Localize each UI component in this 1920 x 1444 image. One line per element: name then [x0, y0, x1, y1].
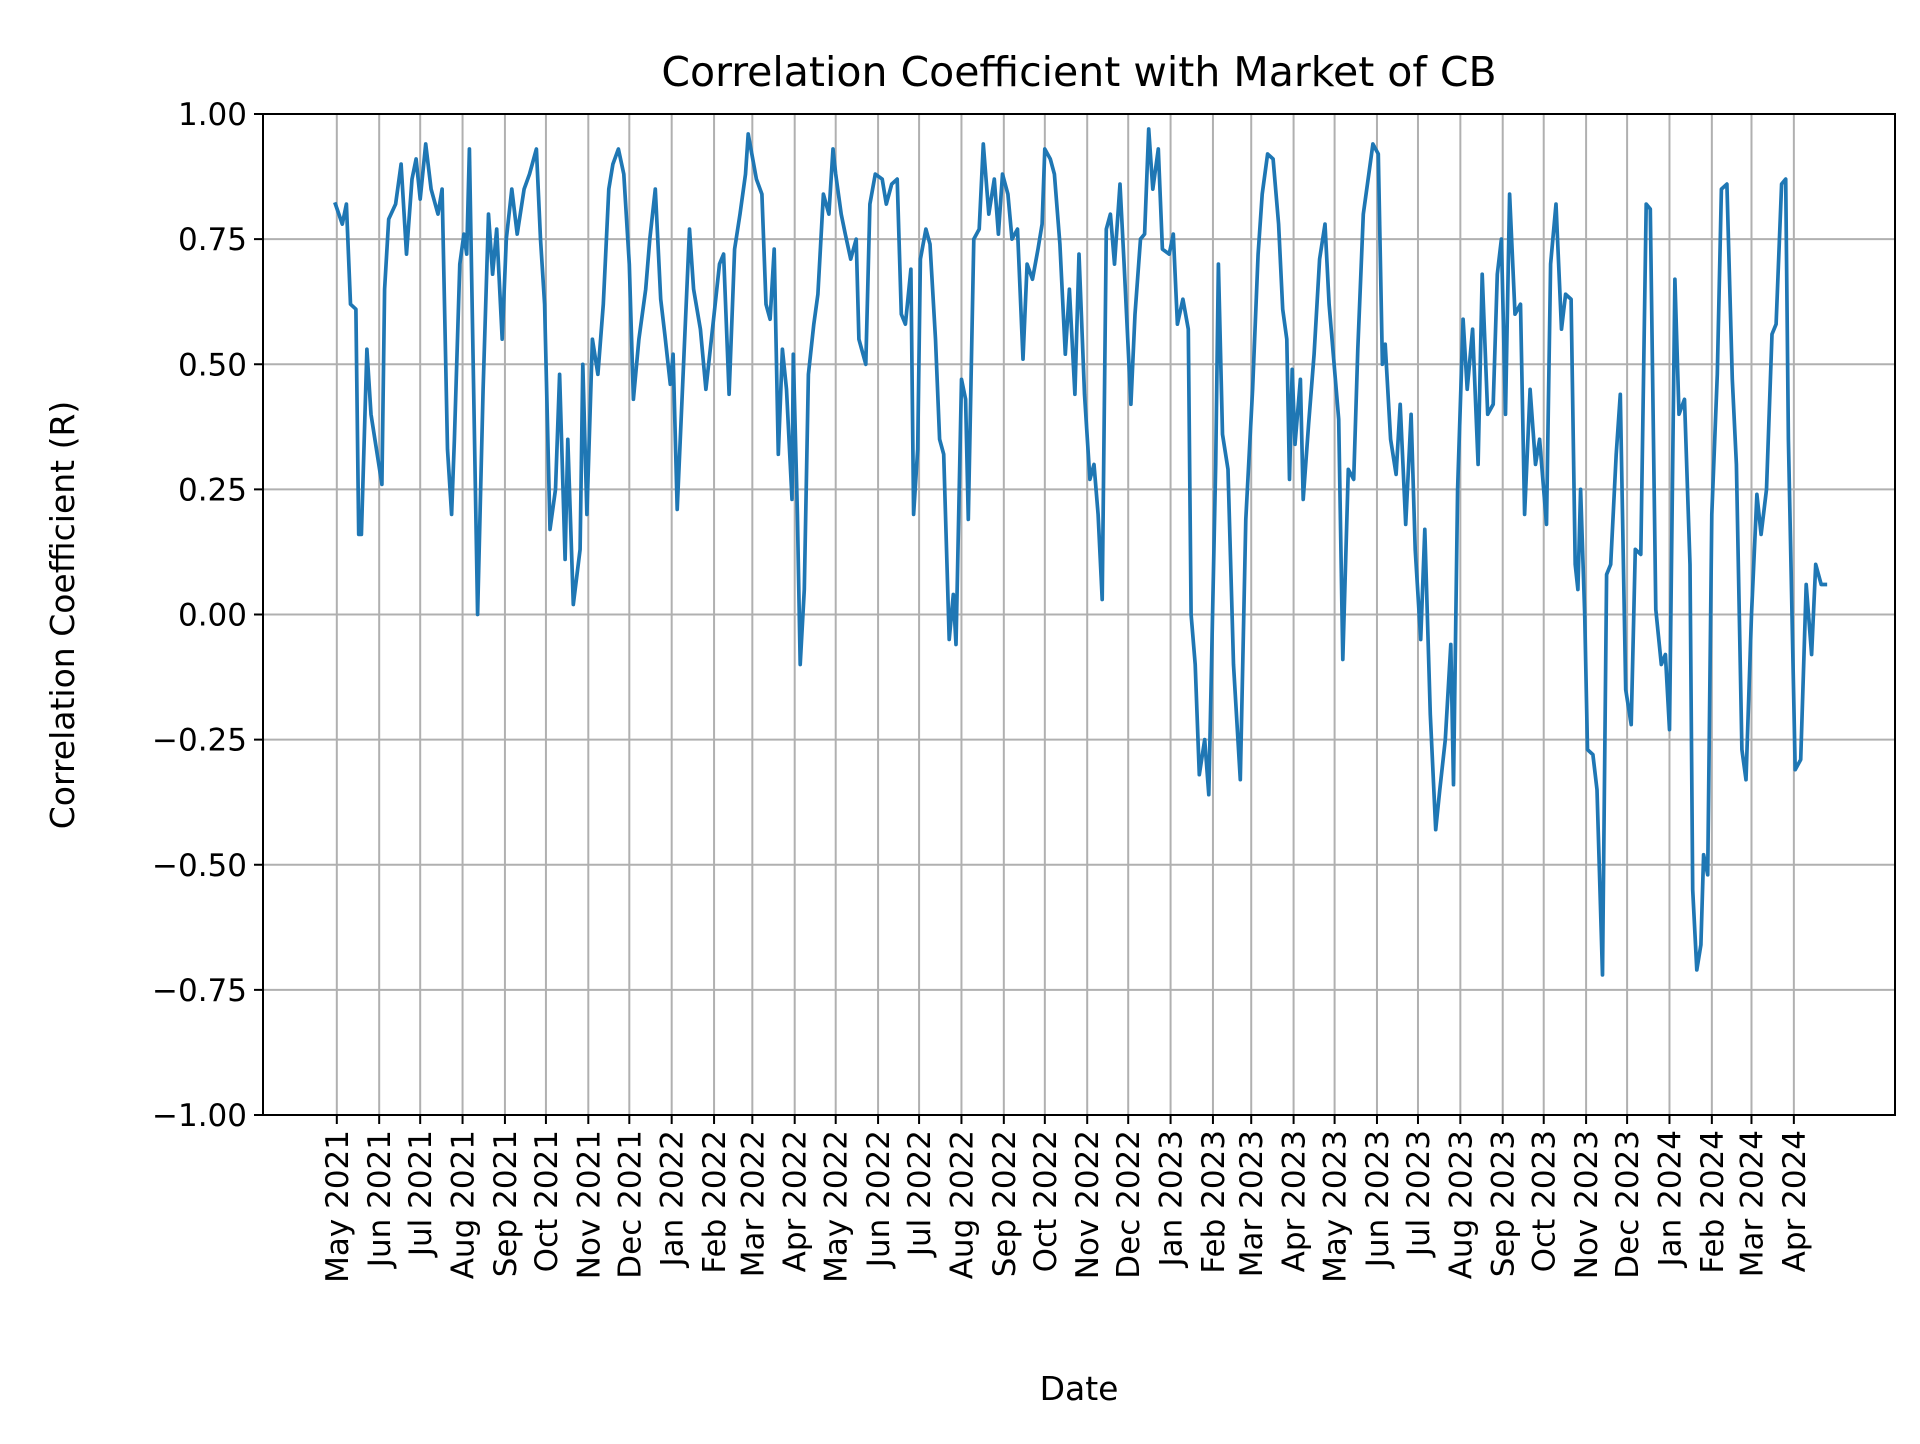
y-tick-label: −1.00 [152, 1098, 247, 1134]
x-tick-label: May 2021 [320, 1130, 356, 1283]
x-tick-label: Jun 2023 [1360, 1130, 1396, 1269]
x-tick-label: Oct 2022 [1028, 1130, 1064, 1272]
y-tick-label: 0.75 [178, 222, 247, 258]
x-tick-label: Jul 2023 [1401, 1130, 1437, 1258]
x-tick-label: May 2022 [819, 1130, 855, 1283]
x-tick-label: Jul 2022 [902, 1130, 938, 1258]
y-tick-label: 0.25 [178, 472, 247, 508]
x-tick-label: Aug 2021 [446, 1130, 482, 1279]
x-tick-label: Dec 2022 [1111, 1130, 1147, 1279]
x-tick-label: Aug 2023 [1443, 1130, 1479, 1279]
x-tick-label: Mar 2023 [1234, 1130, 1270, 1277]
x-tick-label: Jan 2024 [1652, 1130, 1688, 1269]
x-tick-label: Dec 2023 [1610, 1130, 1646, 1279]
x-tick-label: Nov 2022 [1070, 1130, 1106, 1279]
x-tick-label: Oct 2021 [529, 1130, 565, 1272]
y-tick-label: −0.75 [152, 973, 247, 1009]
x-tick-label: Nov 2021 [571, 1130, 607, 1279]
x-tick-label: Jun 2022 [861, 1130, 897, 1269]
x-tick-label: Sep 2022 [987, 1130, 1023, 1277]
x-tick-label: Sep 2021 [488, 1130, 524, 1277]
x-tick-label: Feb 2024 [1695, 1130, 1731, 1274]
x-tick-label: Feb 2023 [1196, 1130, 1232, 1274]
y-tick-label: 0.00 [178, 598, 247, 634]
x-tick-label: Jul 2021 [403, 1130, 439, 1258]
x-tick-label: Aug 2022 [944, 1130, 980, 1279]
y-axis: 1.00 0.75 0.50 0.25 0.00 −0.25 −0.50 −0.75 −1.00 [152, 97, 263, 1134]
series-line [333, 127, 1828, 977]
x-axis: May 2021 Jun 2021 Jul 2021 Aug 2021 Sep 2021… [320, 1115, 1813, 1283]
x-tick-label: Apr 2023 [1277, 1130, 1313, 1272]
x-tick-label: Dec 2021 [612, 1130, 648, 1279]
x-tick-label: Nov 2023 [1569, 1130, 1605, 1279]
y-tick-label: 0.50 [178, 347, 247, 383]
x-tick-label: May 2023 [1318, 1130, 1354, 1283]
series-layer [333, 127, 1828, 977]
y-axis-label: Correlation Coefficient (R) [43, 401, 82, 830]
x-tick-label: Jan 2022 [655, 1130, 691, 1269]
x-tick-label: Mar 2022 [735, 1130, 771, 1277]
x-tick-label: Apr 2024 [1777, 1130, 1813, 1272]
y-tick-label: −0.50 [152, 848, 247, 884]
x-tick-label: Mar 2024 [1734, 1130, 1770, 1277]
x-tick-label: Oct 2023 [1527, 1130, 1563, 1272]
y-tick-label: −0.25 [152, 723, 247, 759]
x-tick-label: Feb 2022 [697, 1130, 733, 1274]
x-tick-label: Jan 2023 [1154, 1130, 1190, 1269]
x-tick-label: Apr 2022 [778, 1130, 814, 1272]
x-tick-label: Sep 2023 [1486, 1130, 1522, 1277]
chart-title: Correlation Coefficient with Market of C… [661, 48, 1496, 96]
x-tick-label: Jun 2021 [362, 1130, 398, 1269]
x-axis-label: Date [1040, 1369, 1119, 1408]
y-tick-label: 1.00 [178, 97, 247, 133]
